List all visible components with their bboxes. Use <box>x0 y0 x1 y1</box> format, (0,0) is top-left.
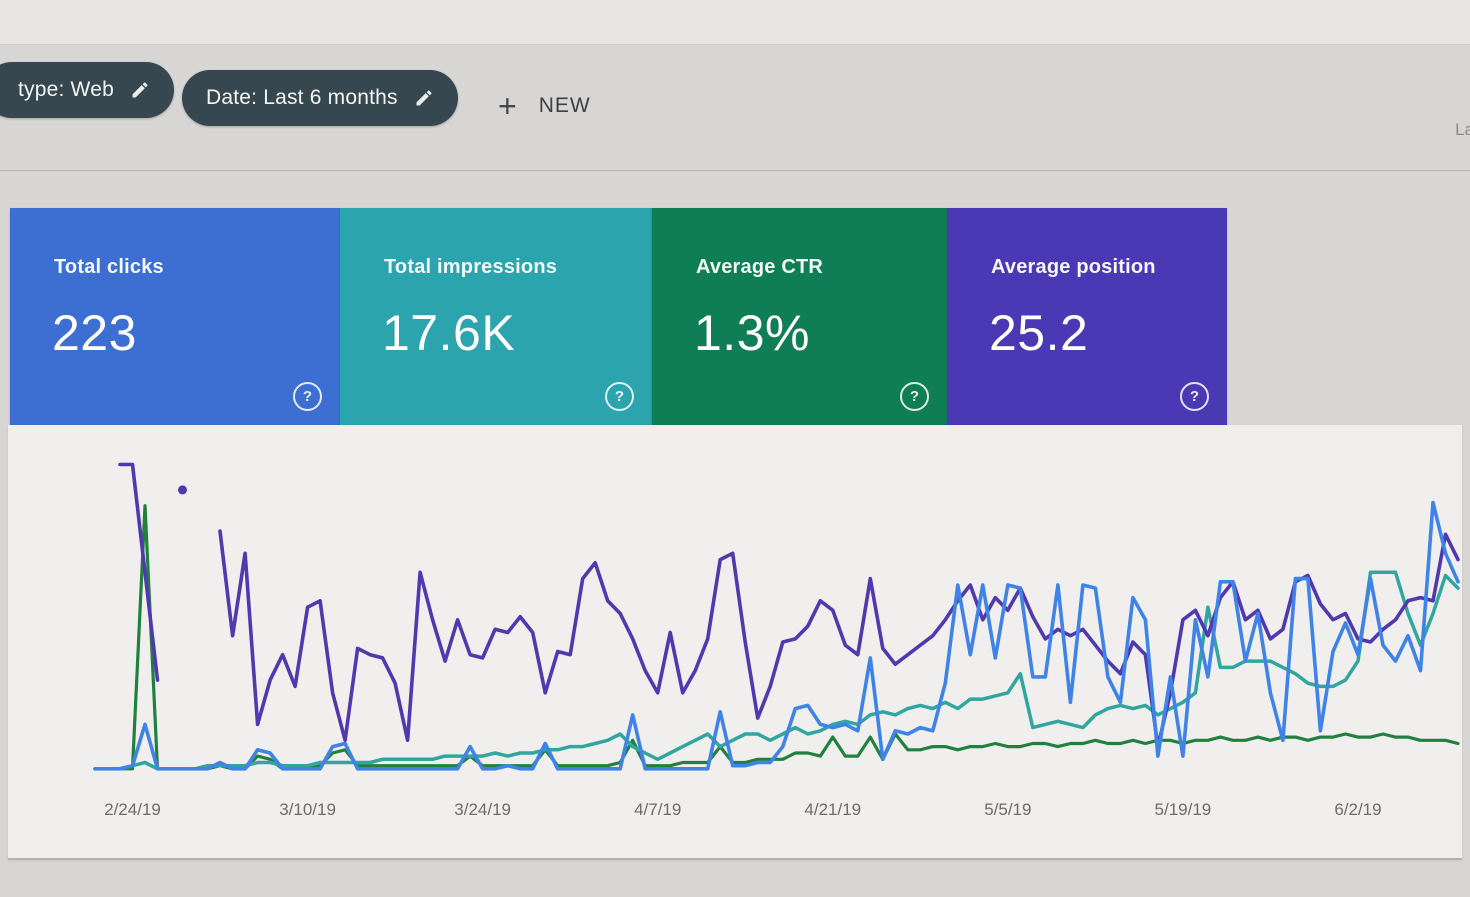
total-impressions-label: Total impressions <box>384 256 558 278</box>
search-type-filter-label: type: Web <box>18 78 114 101</box>
x-axis-label: 3/10/19 <box>279 800 336 819</box>
new-filter-button-label: NEW <box>538 94 591 117</box>
help-icon[interactable]: ? <box>900 382 929 411</box>
x-axis-label: 6/2/19 <box>1334 800 1382 819</box>
position-data-point <box>178 485 187 495</box>
metric-cards-row: Total clicks 223 ? Total impressions 17.… <box>10 208 1227 425</box>
performance-chart-panel: 2/24/19 3/10/19 3/24/19 4/7/19 4/21/19 5/5/19… <box>8 425 1462 860</box>
new-filter-button[interactable]: + NEW <box>498 90 591 122</box>
edit-pencil-icon[interactable] <box>130 80 150 100</box>
total-clicks-card[interactable]: Total clicks 223 ? <box>10 208 340 425</box>
ctr-line <box>93 504 1460 771</box>
top-strip <box>0 0 1470 45</box>
average-position-value: 25.2 <box>989 305 1089 361</box>
x-axis-label: 4/21/19 <box>804 800 862 819</box>
help-icon[interactable]: ? <box>1180 382 1209 411</box>
x-axis-label: 5/19/19 <box>1154 800 1212 819</box>
total-clicks-value: 223 <box>52 305 137 361</box>
average-position-label: Average position <box>991 256 1156 278</box>
average-ctr-label: Average CTR <box>696 256 824 278</box>
x-axis-label: 3/24/19 <box>454 800 512 819</box>
average-ctr-card[interactable]: Average CTR 1.3% ? <box>652 208 947 425</box>
position-line <box>218 529 1460 749</box>
total-impressions-value: 17.6K <box>382 305 516 361</box>
date-filter-label: Date: Last 6 months <box>206 86 398 109</box>
average-ctr-value: 1.3% <box>694 305 810 361</box>
x-axis: 2/24/19 3/10/19 3/24/19 4/7/19 4/21/19 5/5/19… <box>95 800 1458 824</box>
filter-row-divider <box>0 170 1470 171</box>
x-axis-label: 5/5/19 <box>984 800 1032 819</box>
date-filter-chip[interactable]: Date: Last 6 months <box>182 70 458 126</box>
help-icon[interactable]: ? <box>605 382 634 411</box>
x-axis-label: 4/7/19 <box>634 800 682 819</box>
truncated-last-updated-text: La <box>1455 120 1470 139</box>
total-clicks-label: Total clicks <box>54 256 164 278</box>
search-type-filter-chip[interactable]: type: Web <box>0 62 174 118</box>
clicks-line <box>93 500 1460 771</box>
chart-canvas[interactable] <box>93 455 1460 772</box>
help-icon[interactable]: ? <box>293 382 322 411</box>
plus-icon: + <box>498 88 517 124</box>
total-impressions-card[interactable]: Total impressions 17.6K ? <box>340 208 652 425</box>
performance-line-chart[interactable] <box>93 455 1460 772</box>
average-position-card[interactable]: Average position 25.2 ? <box>947 208 1227 425</box>
x-axis-label: 2/24/19 <box>104 800 161 819</box>
position-line <box>118 462 160 682</box>
edit-pencil-icon[interactable] <box>414 88 434 108</box>
